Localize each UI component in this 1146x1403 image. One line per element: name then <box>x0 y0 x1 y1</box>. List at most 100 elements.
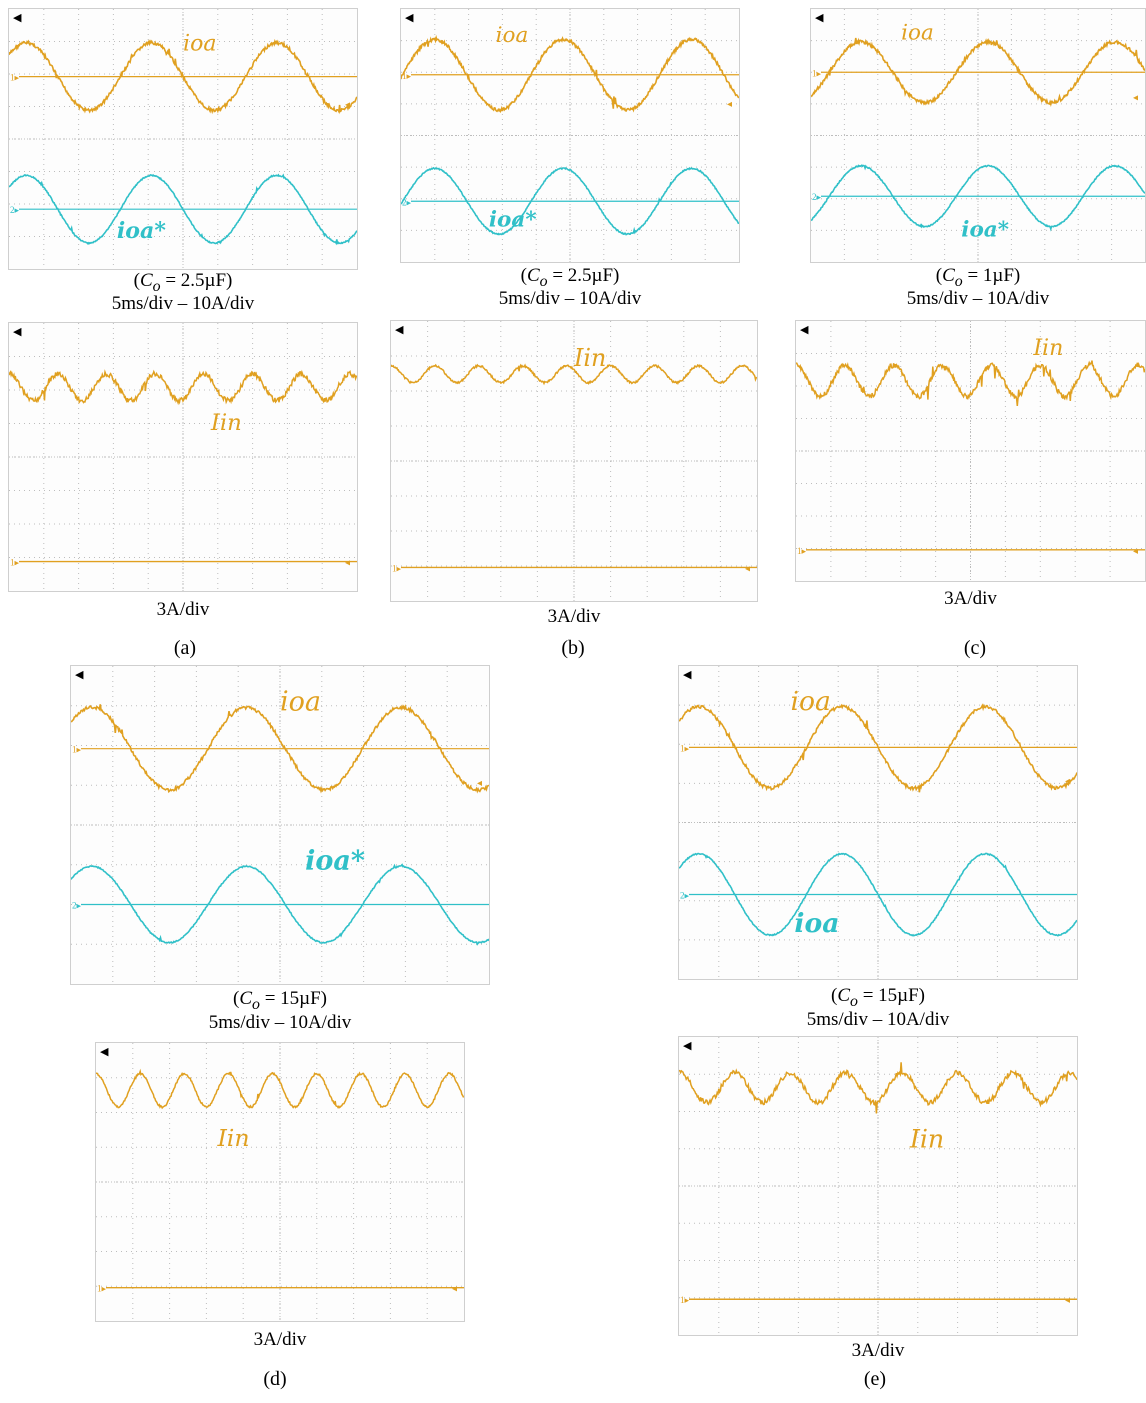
scope-d-top: ◀ 1▸ 2▸ ◂ ioa ioa* <box>70 665 490 985</box>
iin-trace <box>679 1062 1077 1114</box>
panel-label-b: (b) <box>561 637 585 659</box>
caption-b-bottom-scale: 3A/div <box>547 606 601 627</box>
scope-b-bottom: ◀ 1▸ ◂ Iin <box>390 320 758 602</box>
panel-label-c: (c) <box>963 637 987 659</box>
scope-screen: ◀ 1▸ ◂ Iin <box>9 323 357 591</box>
caption-e-bottom-scale: 3A/div <box>851 1340 905 1361</box>
ioa-trace <box>71 704 489 794</box>
trigger-marker-icon: ◀ <box>13 326 22 338</box>
trigger-marker-icon: ◀ <box>815 12 824 24</box>
ch1-marker-icon: 1▸ <box>680 1295 690 1305</box>
ch1-marker-icon: 1▸ <box>10 73 20 83</box>
scope-grid <box>796 321 1145 581</box>
ch2-marker-icon: 2▸ <box>680 890 690 900</box>
scope-screen: ◀ 1▸ 2▸ ◂ ioa ioa* <box>401 9 739 262</box>
caption-c-scale: 5ms/div – 10A/div <box>906 288 1050 309</box>
scope-screen: ◀ 1▸ ◂ Iin <box>391 321 757 601</box>
ch1-marker-icon: 1▸ <box>392 563 402 573</box>
scope-e-bottom: ◀ 1▸ ◂ Iin <box>678 1036 1078 1336</box>
scope-screen: ◀ 1▸ ◂ Iin <box>679 1037 1077 1335</box>
ioa-label: ioa <box>790 686 830 717</box>
ch1-level-arrow-icon: ◂ <box>745 563 750 574</box>
caption-a-scale: 5ms/div – 10A/div <box>111 293 255 314</box>
ioa-ref-trace <box>401 166 739 236</box>
ch1-marker-icon: 1▸ <box>812 68 822 78</box>
ioa-ref-trace <box>71 863 489 946</box>
ch1-level-arrow-icon: ◂ <box>1065 776 1070 787</box>
iin-label: Iin <box>210 410 242 436</box>
panel-label-a: (a) <box>173 637 197 659</box>
ch1-level-arrow-icon: ◂ <box>1065 1295 1070 1306</box>
scope-screen: ◀ 1▸ ◂ Iin <box>96 1043 464 1321</box>
scope-screen: ◀ 1▸ 2▸ ◂ ioa ioa* <box>811 9 1145 262</box>
ioa-trace <box>9 38 357 115</box>
ch1-level-arrow-icon: ◂ <box>1133 93 1138 104</box>
iin-label: Iin <box>216 1124 249 1152</box>
ioa-ref-label: ioa <box>794 908 839 939</box>
iin-trace <box>9 369 357 406</box>
caption-e-co: (Co = 15µF) <box>831 985 925 1010</box>
scope-b-top: ◀ 1▸ 2▸ ◂ ioa ioa* <box>400 8 740 263</box>
scope-screen: ◀ 1▸ 2▸ ◂ ioa ioa <box>679 666 1077 979</box>
scope-a-bottom: ◀ 1▸ ◂ Iin <box>8 322 358 592</box>
scope-grid <box>391 321 757 601</box>
ch1-marker-icon: 1▸ <box>72 745 82 755</box>
iin-trace <box>796 360 1145 406</box>
scope-grid <box>679 666 1077 979</box>
trigger-marker-icon: ◀ <box>75 669 84 681</box>
ch1-level-arrow-icon: ◂ <box>452 1284 457 1295</box>
ioa-label: ioa <box>183 31 217 57</box>
caption-a-bottom-scale: 3A/div <box>156 599 210 620</box>
ch2-marker-icon: 2▸ <box>402 197 412 207</box>
caption-b-co: (Co = 2.5µF) <box>520 265 620 290</box>
iin-label: Iin <box>573 344 606 372</box>
ch2-marker-icon: 2▸ <box>72 901 82 911</box>
caption-c-bottom-scale: 3A/div <box>944 588 997 609</box>
scope-screen: ◀ 1▸ ◂ Iin <box>796 321 1145 581</box>
scope-grid <box>679 1037 1077 1335</box>
ioa-ref-label: ioa* <box>305 846 365 877</box>
trigger-marker-icon: ◀ <box>683 669 692 681</box>
ioa-ref-label: ioa* <box>961 218 1009 243</box>
scope-e-top: ◀ 1▸ 2▸ ◂ ioa ioa <box>678 665 1078 980</box>
ioa-ref-trace <box>9 173 357 246</box>
ioa-trace <box>679 703 1077 793</box>
ioa-ref-label: ioa* <box>489 208 537 233</box>
caption-e-scale: 5ms/div – 10A/div <box>806 1009 950 1030</box>
ioa-ref-trace <box>679 852 1077 937</box>
ch1-level-arrow-icon: ◂ <box>345 558 350 569</box>
ioa-ref-label: ioa* <box>117 218 166 244</box>
ch1-marker-icon: 1▸ <box>97 1284 107 1294</box>
iin-trace <box>96 1068 464 1110</box>
ch2-marker-icon: 2▸ <box>10 205 20 215</box>
ch1-level-arrow-icon: ◂ <box>477 778 482 789</box>
caption-d-bottom-scale: 3A/div <box>253 1329 307 1350</box>
ch1-level-arrow-icon: ◂ <box>727 99 732 110</box>
trigger-marker-icon: ◀ <box>800 324 809 336</box>
scope-a-top: ◀ 1▸ 2▸ ◂ ioa ioa* <box>8 8 358 270</box>
scope-grid <box>96 1043 464 1321</box>
trigger-marker-icon: ◀ <box>13 12 22 24</box>
ch1-marker-icon: 1▸ <box>797 546 807 556</box>
panel-label-d: (d) <box>263 1368 287 1390</box>
scope-c-top: ◀ 1▸ 2▸ ◂ ioa ioa* <box>810 8 1146 263</box>
scope-screen: ◀ 1▸ 2▸ ◂ ioa ioa* <box>71 666 489 984</box>
trigger-marker-icon: ◀ <box>405 12 414 24</box>
ch1-level-arrow-icon: ◂ <box>345 100 350 111</box>
scope-grid <box>9 323 357 591</box>
scope-grid <box>9 9 357 269</box>
trigger-marker-icon: ◀ <box>100 1046 109 1058</box>
caption-a-co: (Co = 2.5µF) <box>133 270 233 295</box>
caption-d-scale: 5ms/div – 10A/div <box>208 1012 352 1033</box>
ioa-trace <box>811 37 1145 108</box>
panel-label-e: (e) <box>863 1368 887 1390</box>
scope-grid <box>401 9 739 262</box>
ioa-label: ioa <box>280 687 321 718</box>
iin-trace <box>391 363 757 386</box>
ioa-label: ioa <box>901 20 934 45</box>
ch1-marker-icon: 1▸ <box>10 558 20 568</box>
ioa-trace <box>401 34 739 114</box>
ioa-ref-trace <box>811 164 1145 232</box>
iin-label: Iin <box>909 1123 944 1153</box>
scope-grid <box>71 666 489 984</box>
